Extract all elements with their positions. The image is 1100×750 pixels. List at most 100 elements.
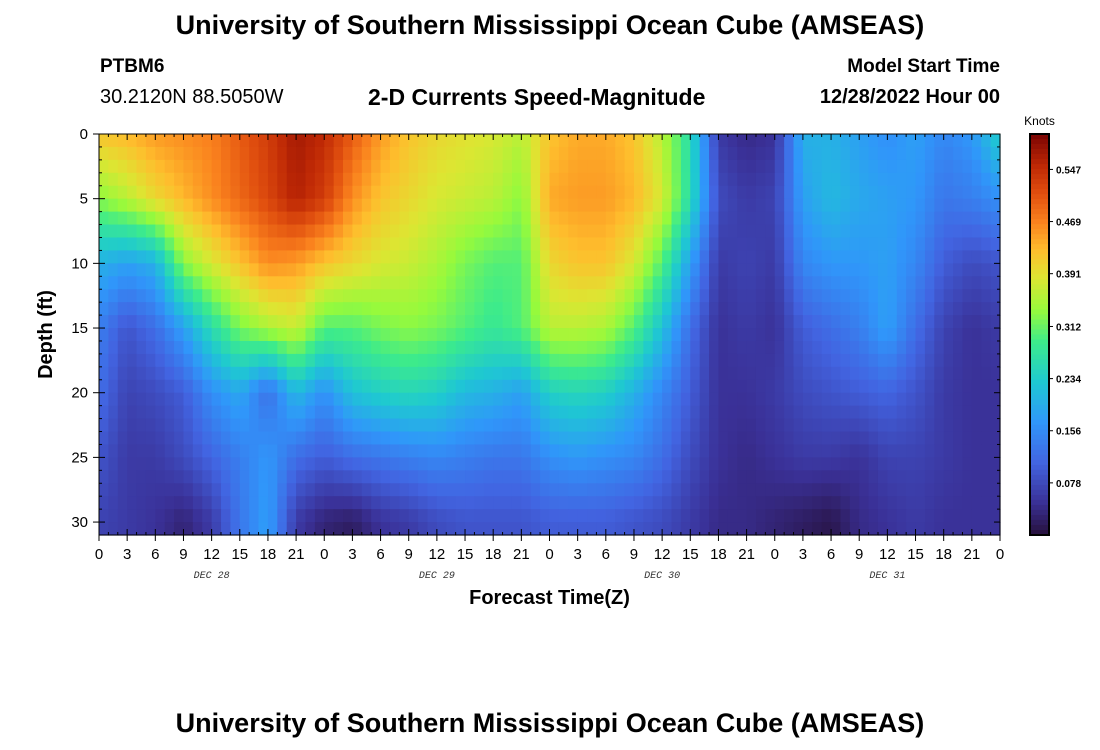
heatmap-cell xyxy=(174,444,185,458)
heatmap-cell xyxy=(774,340,785,355)
heatmap-cell xyxy=(249,289,260,303)
heatmap-cell xyxy=(427,198,438,213)
heatmap-cell xyxy=(643,444,654,458)
heatmap-cell xyxy=(493,328,504,342)
heatmap-cell xyxy=(174,198,185,213)
heatmap-cell xyxy=(371,483,382,497)
heatmap-cell xyxy=(239,483,250,497)
heatmap-cell xyxy=(840,263,851,277)
heatmap-cell xyxy=(361,224,372,239)
heatmap-cell xyxy=(521,431,532,446)
heatmap-cell xyxy=(615,250,626,264)
heatmap-cell xyxy=(962,418,973,433)
heatmap-cell xyxy=(258,224,269,239)
heatmap-cell xyxy=(680,340,691,355)
heatmap-cell xyxy=(399,315,410,329)
heatmap-cell xyxy=(249,444,260,458)
heatmap-cell xyxy=(831,159,842,174)
heatmap-cell xyxy=(821,353,832,368)
heatmap-cell xyxy=(455,405,466,420)
heatmap-cell xyxy=(596,302,607,316)
heatmap-cell xyxy=(202,315,213,329)
heatmap-cell xyxy=(718,340,729,355)
heatmap-cell xyxy=(849,366,860,381)
heatmap-cell xyxy=(605,263,616,277)
heatmap-cell xyxy=(202,340,213,355)
heatmap-cell xyxy=(221,431,231,446)
heatmap-cell xyxy=(371,263,382,277)
heatmap-cell xyxy=(455,315,466,329)
heatmap-cell xyxy=(802,522,813,536)
heatmap-cell xyxy=(230,250,241,264)
heatmap-cell xyxy=(793,418,804,433)
heatmap-cell xyxy=(699,185,710,200)
heatmap-cell xyxy=(859,211,870,226)
heatmap-cell xyxy=(802,134,813,148)
heatmap-cell xyxy=(230,134,241,148)
heatmap-cell xyxy=(465,250,476,264)
heatmap-cell xyxy=(530,509,541,523)
heatmap-cell xyxy=(943,146,954,161)
heatmap-cell xyxy=(249,522,260,536)
heatmap-cell xyxy=(587,134,598,148)
heatmap-cell xyxy=(361,250,372,264)
heatmap-cell xyxy=(389,302,400,316)
heatmap-cell xyxy=(343,431,354,446)
heatmap-cell xyxy=(399,276,410,290)
heatmap-cell xyxy=(887,159,898,174)
heatmap-cell xyxy=(230,405,241,420)
heatmap-cell xyxy=(343,340,354,355)
heatmap-cell xyxy=(521,496,532,510)
heatmap-cell xyxy=(164,134,175,148)
heatmap-cell xyxy=(549,483,560,497)
colorbar-segment xyxy=(1030,484,1049,491)
x-tick-label: 15 xyxy=(231,546,248,563)
heatmap-cell xyxy=(746,392,757,407)
heatmap-cell xyxy=(924,366,935,381)
heatmap-cell xyxy=(615,146,626,161)
heatmap-cell xyxy=(934,353,945,368)
heatmap-cell xyxy=(662,289,673,303)
heatmap-cell xyxy=(174,340,185,355)
heatmap-cell xyxy=(305,289,316,303)
heatmap-cell xyxy=(915,237,926,252)
heatmap-cell xyxy=(812,483,823,497)
heatmap-cell xyxy=(746,224,757,239)
heatmap-cell xyxy=(990,159,1001,174)
heatmap-cell xyxy=(127,315,138,329)
heatmap-cell xyxy=(802,405,813,420)
heatmap-cell xyxy=(333,405,344,420)
heatmap-cell xyxy=(258,483,269,497)
heatmap-cell xyxy=(183,224,194,239)
heatmap-cell xyxy=(943,379,954,394)
colorbar-segment xyxy=(1030,454,1049,461)
heatmap-cell xyxy=(127,146,138,161)
heatmap-cell xyxy=(680,509,691,523)
heatmap-cell xyxy=(962,315,973,329)
heatmap-cell xyxy=(540,146,551,161)
heatmap-cell xyxy=(267,483,278,497)
heatmap-cell xyxy=(990,198,1001,213)
heatmap-cell xyxy=(380,418,391,433)
heatmap-cell xyxy=(286,483,297,497)
heatmap-cell xyxy=(896,431,907,446)
heatmap-cell xyxy=(258,134,269,148)
heatmap-cell xyxy=(662,483,673,497)
heatmap-cell xyxy=(709,379,720,394)
heatmap-cell xyxy=(971,134,982,148)
heatmap-cell xyxy=(755,211,766,226)
heatmap-cell xyxy=(755,276,766,290)
heatmap-cell xyxy=(831,172,842,187)
heatmap-cell xyxy=(558,224,569,239)
heatmap-cell xyxy=(361,431,372,446)
heatmap-cell xyxy=(511,289,522,303)
heatmap-cell xyxy=(821,483,832,497)
heatmap-cell xyxy=(953,353,964,368)
heatmap-cell xyxy=(192,224,203,239)
heatmap-cell xyxy=(652,522,663,536)
heatmap-cell xyxy=(587,431,598,446)
heatmap-cell xyxy=(587,509,598,523)
heatmap-cell xyxy=(877,289,888,303)
heatmap-cell xyxy=(924,328,935,342)
heatmap-cell xyxy=(427,418,438,433)
